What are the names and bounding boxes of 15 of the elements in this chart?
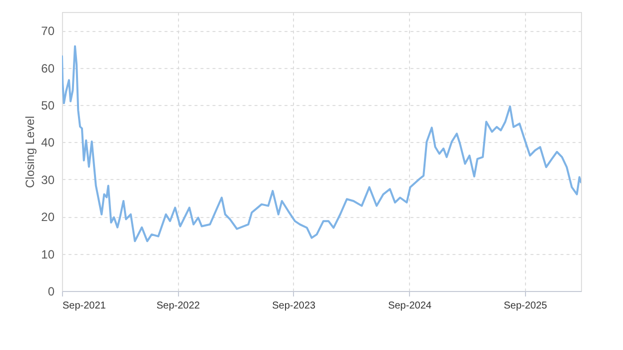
y-axis-title: Closing Level [23, 116, 38, 188]
y-tick-label: 50 [41, 98, 55, 112]
y-tick-label: 10 [41, 247, 55, 262]
line-series [62, 45, 581, 242]
x-tick-label: Sep-2024 [388, 300, 432, 312]
y-tick-label: 30 [41, 172, 55, 187]
x-tick-label: Sep-2023 [272, 300, 316, 312]
y-tick-label: 60 [41, 61, 55, 76]
y-tick-label: 70 [41, 24, 55, 38]
x-tick-label: Sep-2021 [62, 300, 106, 312]
y-tick-label: 0 [48, 284, 55, 298]
y-tick-label: 40 [41, 136, 55, 150]
x-tick-label: Sep-2025 [504, 300, 548, 312]
x-tick-label: Sep-2022 [156, 300, 200, 312]
y-tick-label: 20 [41, 210, 55, 224]
